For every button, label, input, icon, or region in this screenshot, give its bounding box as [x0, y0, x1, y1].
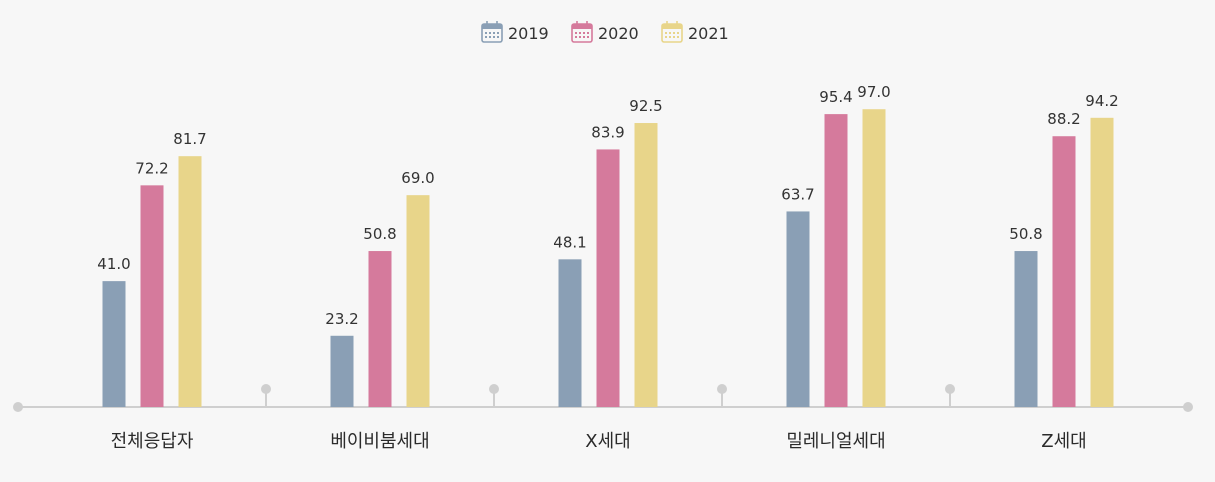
group-separator-dot	[489, 384, 499, 394]
value-label-2020-1: 72.2	[135, 159, 168, 177]
bar-2020-1	[140, 185, 164, 407]
value-label-2020-2: 50.8	[363, 225, 396, 243]
value-label-2021-5: 94.2	[1085, 92, 1118, 110]
value-label-2019-3: 48.1	[553, 233, 586, 251]
axis-end-dot	[1183, 402, 1193, 412]
bar-2020-4	[824, 114, 848, 407]
value-label-2020-5: 88.2	[1047, 110, 1080, 128]
category-label-3: X세대	[585, 431, 630, 452]
bars	[102, 109, 1114, 408]
value-label-2021-4: 97.0	[857, 83, 890, 101]
bar-2020-2	[368, 251, 392, 407]
bar-2020-5	[1052, 136, 1076, 407]
axis-end-dot	[13, 402, 23, 412]
calendar-icon	[661, 21, 683, 43]
group-separator-dot	[945, 384, 955, 394]
value-label-2019-1: 41.0	[97, 255, 130, 273]
bar-2021-3	[634, 123, 658, 408]
category-labels: 전체응답자 베이비붐세대 X세대 밀레니얼세대 Z세대	[111, 431, 1087, 452]
bar-2019-4	[786, 211, 810, 407]
calendar-icon	[571, 21, 593, 43]
value-label-2021-1: 81.7	[173, 130, 206, 148]
value-label-2019-2: 23.2	[325, 310, 358, 328]
category-label-1: 전체응답자	[111, 431, 194, 452]
value-label-2021-3: 92.5	[629, 97, 662, 115]
legend-label-2019: 2019	[508, 24, 549, 43]
value-labels: 41.0 72.2 81.7 23.2 50.8 69.0 48.1 83.9 92.5 63.7…	[97, 83, 1118, 328]
value-label-2020-4: 95.4	[819, 88, 852, 106]
group-separator-dot	[717, 384, 727, 394]
calendar-icon	[481, 21, 503, 43]
legend-label-2021: 2021	[688, 24, 729, 43]
value-label-2020-3: 83.9	[591, 123, 624, 141]
legend-item-2019: 2019	[481, 21, 549, 43]
category-label-5: Z세대	[1041, 431, 1086, 452]
value-label-2019-5: 50.8	[1009, 225, 1042, 243]
bar-2021-5	[1090, 117, 1114, 407]
value-label-2019-4: 63.7	[781, 185, 814, 203]
bar-2021-1	[178, 156, 202, 407]
value-label-2021-2: 69.0	[401, 169, 434, 187]
bar-2019-2	[330, 335, 354, 407]
bar-2019-3	[558, 259, 582, 407]
legend-label-2020: 2020	[598, 24, 639, 43]
legend-item-2021: 2021	[661, 21, 729, 43]
category-label-2: 베이비붐세대	[330, 431, 429, 452]
bar-2021-4	[862, 109, 886, 408]
bar-2021-2	[406, 195, 430, 407]
legend: 2019 2020 2021	[481, 21, 729, 43]
bar-2020-3	[596, 149, 620, 407]
legend-item-2020: 2020	[571, 21, 639, 43]
group-separator-dot	[261, 384, 271, 394]
bar-2019-5	[1014, 251, 1038, 407]
category-label-4: 밀레니얼세대	[786, 431, 885, 452]
bar-2019-1	[102, 281, 126, 407]
